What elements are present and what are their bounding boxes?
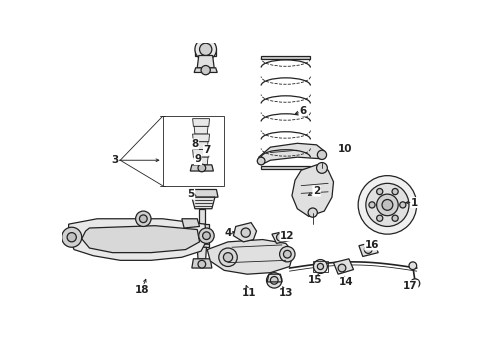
- Circle shape: [318, 264, 323, 270]
- Circle shape: [67, 233, 76, 242]
- Polygon shape: [188, 189, 218, 197]
- Circle shape: [308, 208, 318, 217]
- Text: 14: 14: [339, 277, 353, 287]
- Circle shape: [198, 164, 206, 172]
- Circle shape: [276, 233, 284, 241]
- Polygon shape: [292, 165, 334, 216]
- Text: 5: 5: [188, 189, 195, 199]
- Polygon shape: [195, 224, 209, 247]
- Text: 15: 15: [308, 275, 322, 285]
- Circle shape: [241, 228, 250, 237]
- Text: 17: 17: [403, 281, 418, 291]
- Circle shape: [400, 202, 406, 208]
- Circle shape: [199, 43, 212, 55]
- Polygon shape: [82, 226, 199, 253]
- Circle shape: [257, 157, 265, 165]
- Polygon shape: [192, 259, 212, 268]
- Circle shape: [369, 202, 375, 208]
- Polygon shape: [272, 231, 291, 243]
- Polygon shape: [194, 126, 208, 134]
- Polygon shape: [182, 219, 199, 228]
- Text: 10: 10: [338, 144, 352, 154]
- Polygon shape: [193, 134, 210, 142]
- Polygon shape: [192, 197, 215, 209]
- Circle shape: [283, 250, 291, 258]
- Circle shape: [201, 66, 210, 75]
- Circle shape: [203, 232, 210, 239]
- Circle shape: [392, 189, 398, 195]
- Polygon shape: [69, 219, 207, 260]
- Circle shape: [382, 199, 393, 210]
- Polygon shape: [334, 259, 354, 274]
- Circle shape: [280, 247, 295, 262]
- Text: 13: 13: [278, 288, 293, 298]
- Text: 1: 1: [411, 198, 418, 208]
- Circle shape: [377, 215, 383, 221]
- Text: 12: 12: [280, 231, 294, 241]
- Polygon shape: [359, 242, 378, 256]
- Circle shape: [365, 246, 372, 253]
- Circle shape: [314, 260, 327, 274]
- Circle shape: [223, 253, 233, 262]
- Text: 4: 4: [224, 228, 232, 238]
- Text: 18: 18: [135, 285, 149, 294]
- Circle shape: [198, 260, 206, 268]
- Circle shape: [219, 248, 237, 266]
- Text: 8: 8: [191, 139, 198, 149]
- Circle shape: [358, 176, 416, 234]
- Polygon shape: [261, 166, 311, 170]
- Polygon shape: [194, 142, 208, 149]
- Circle shape: [411, 279, 420, 288]
- Text: 6: 6: [299, 106, 306, 116]
- Text: 7: 7: [203, 145, 211, 155]
- Polygon shape: [207, 239, 294, 274]
- Circle shape: [377, 189, 383, 195]
- Circle shape: [267, 273, 282, 288]
- Polygon shape: [190, 165, 214, 171]
- Polygon shape: [194, 157, 208, 165]
- Polygon shape: [193, 119, 210, 126]
- Text: 2: 2: [313, 186, 320, 196]
- Circle shape: [62, 227, 82, 247]
- Polygon shape: [193, 149, 210, 157]
- Polygon shape: [194, 68, 217, 72]
- Polygon shape: [199, 209, 205, 224]
- Polygon shape: [233, 222, 257, 242]
- Text: 11: 11: [242, 288, 256, 298]
- Circle shape: [366, 183, 409, 226]
- Circle shape: [318, 150, 327, 159]
- Polygon shape: [197, 247, 206, 259]
- Text: 9: 9: [195, 154, 201, 165]
- Circle shape: [195, 39, 217, 60]
- Circle shape: [392, 215, 398, 221]
- Circle shape: [338, 264, 346, 272]
- Text: 3: 3: [111, 155, 119, 165]
- Circle shape: [377, 194, 398, 216]
- Polygon shape: [197, 55, 214, 68]
- Circle shape: [140, 215, 147, 222]
- Polygon shape: [195, 49, 217, 55]
- Circle shape: [317, 163, 327, 173]
- Circle shape: [409, 262, 416, 270]
- Circle shape: [199, 228, 214, 243]
- Text: 16: 16: [365, 240, 379, 250]
- Polygon shape: [261, 55, 311, 59]
- Circle shape: [136, 211, 151, 226]
- Circle shape: [270, 276, 278, 284]
- Bar: [163, 116, 224, 186]
- Polygon shape: [259, 143, 324, 165]
